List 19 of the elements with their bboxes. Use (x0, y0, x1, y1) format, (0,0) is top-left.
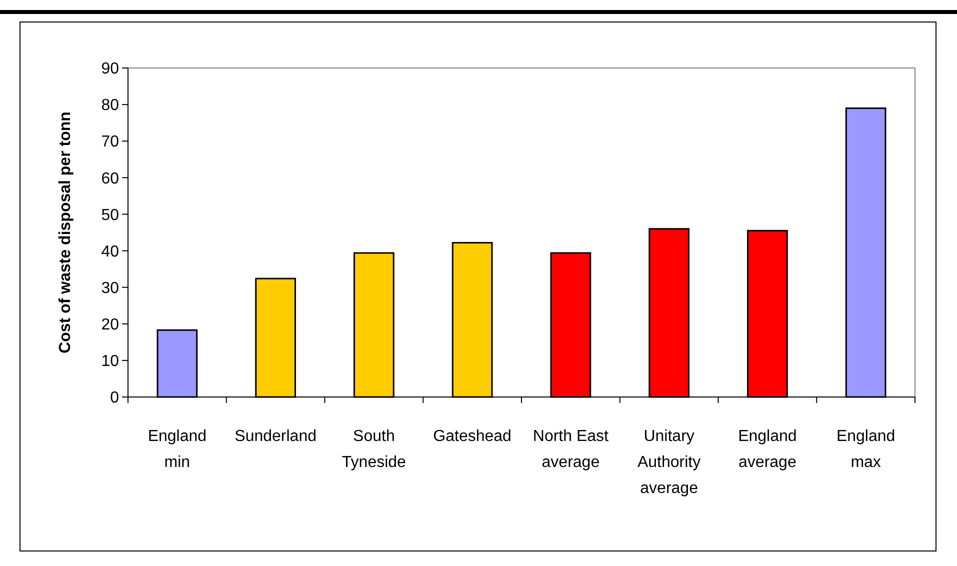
x-tick-label: England max (836, 428, 896, 471)
y-tick-label: 20 (101, 316, 120, 334)
x-tick-label: England average (738, 428, 797, 471)
x-tick-label: South Tyneside (342, 428, 406, 471)
x-tick-label: North East average (532, 428, 610, 471)
x-tick-label: Unitary Authority average (637, 428, 701, 497)
y-tick-label: 70 (101, 134, 120, 151)
y-tick-label: 0 (110, 390, 120, 407)
y-tick-label: 60 (101, 170, 120, 188)
y-tick-label: 80 (101, 97, 120, 114)
x-tick-label: Sunderland (234, 428, 316, 445)
y-tick-label: 30 (101, 280, 120, 297)
x-tick-label: Gateshead (433, 428, 512, 445)
y-tick-label: 90 (101, 60, 120, 78)
y-axis-title: Cost of waste disposal per tonn (57, 112, 74, 354)
y-tick-label: 10 (101, 353, 120, 370)
x-tick-label: England min (148, 428, 207, 471)
y-tick-label: 40 (101, 243, 120, 260)
y-tick-label: 50 (101, 206, 120, 224)
